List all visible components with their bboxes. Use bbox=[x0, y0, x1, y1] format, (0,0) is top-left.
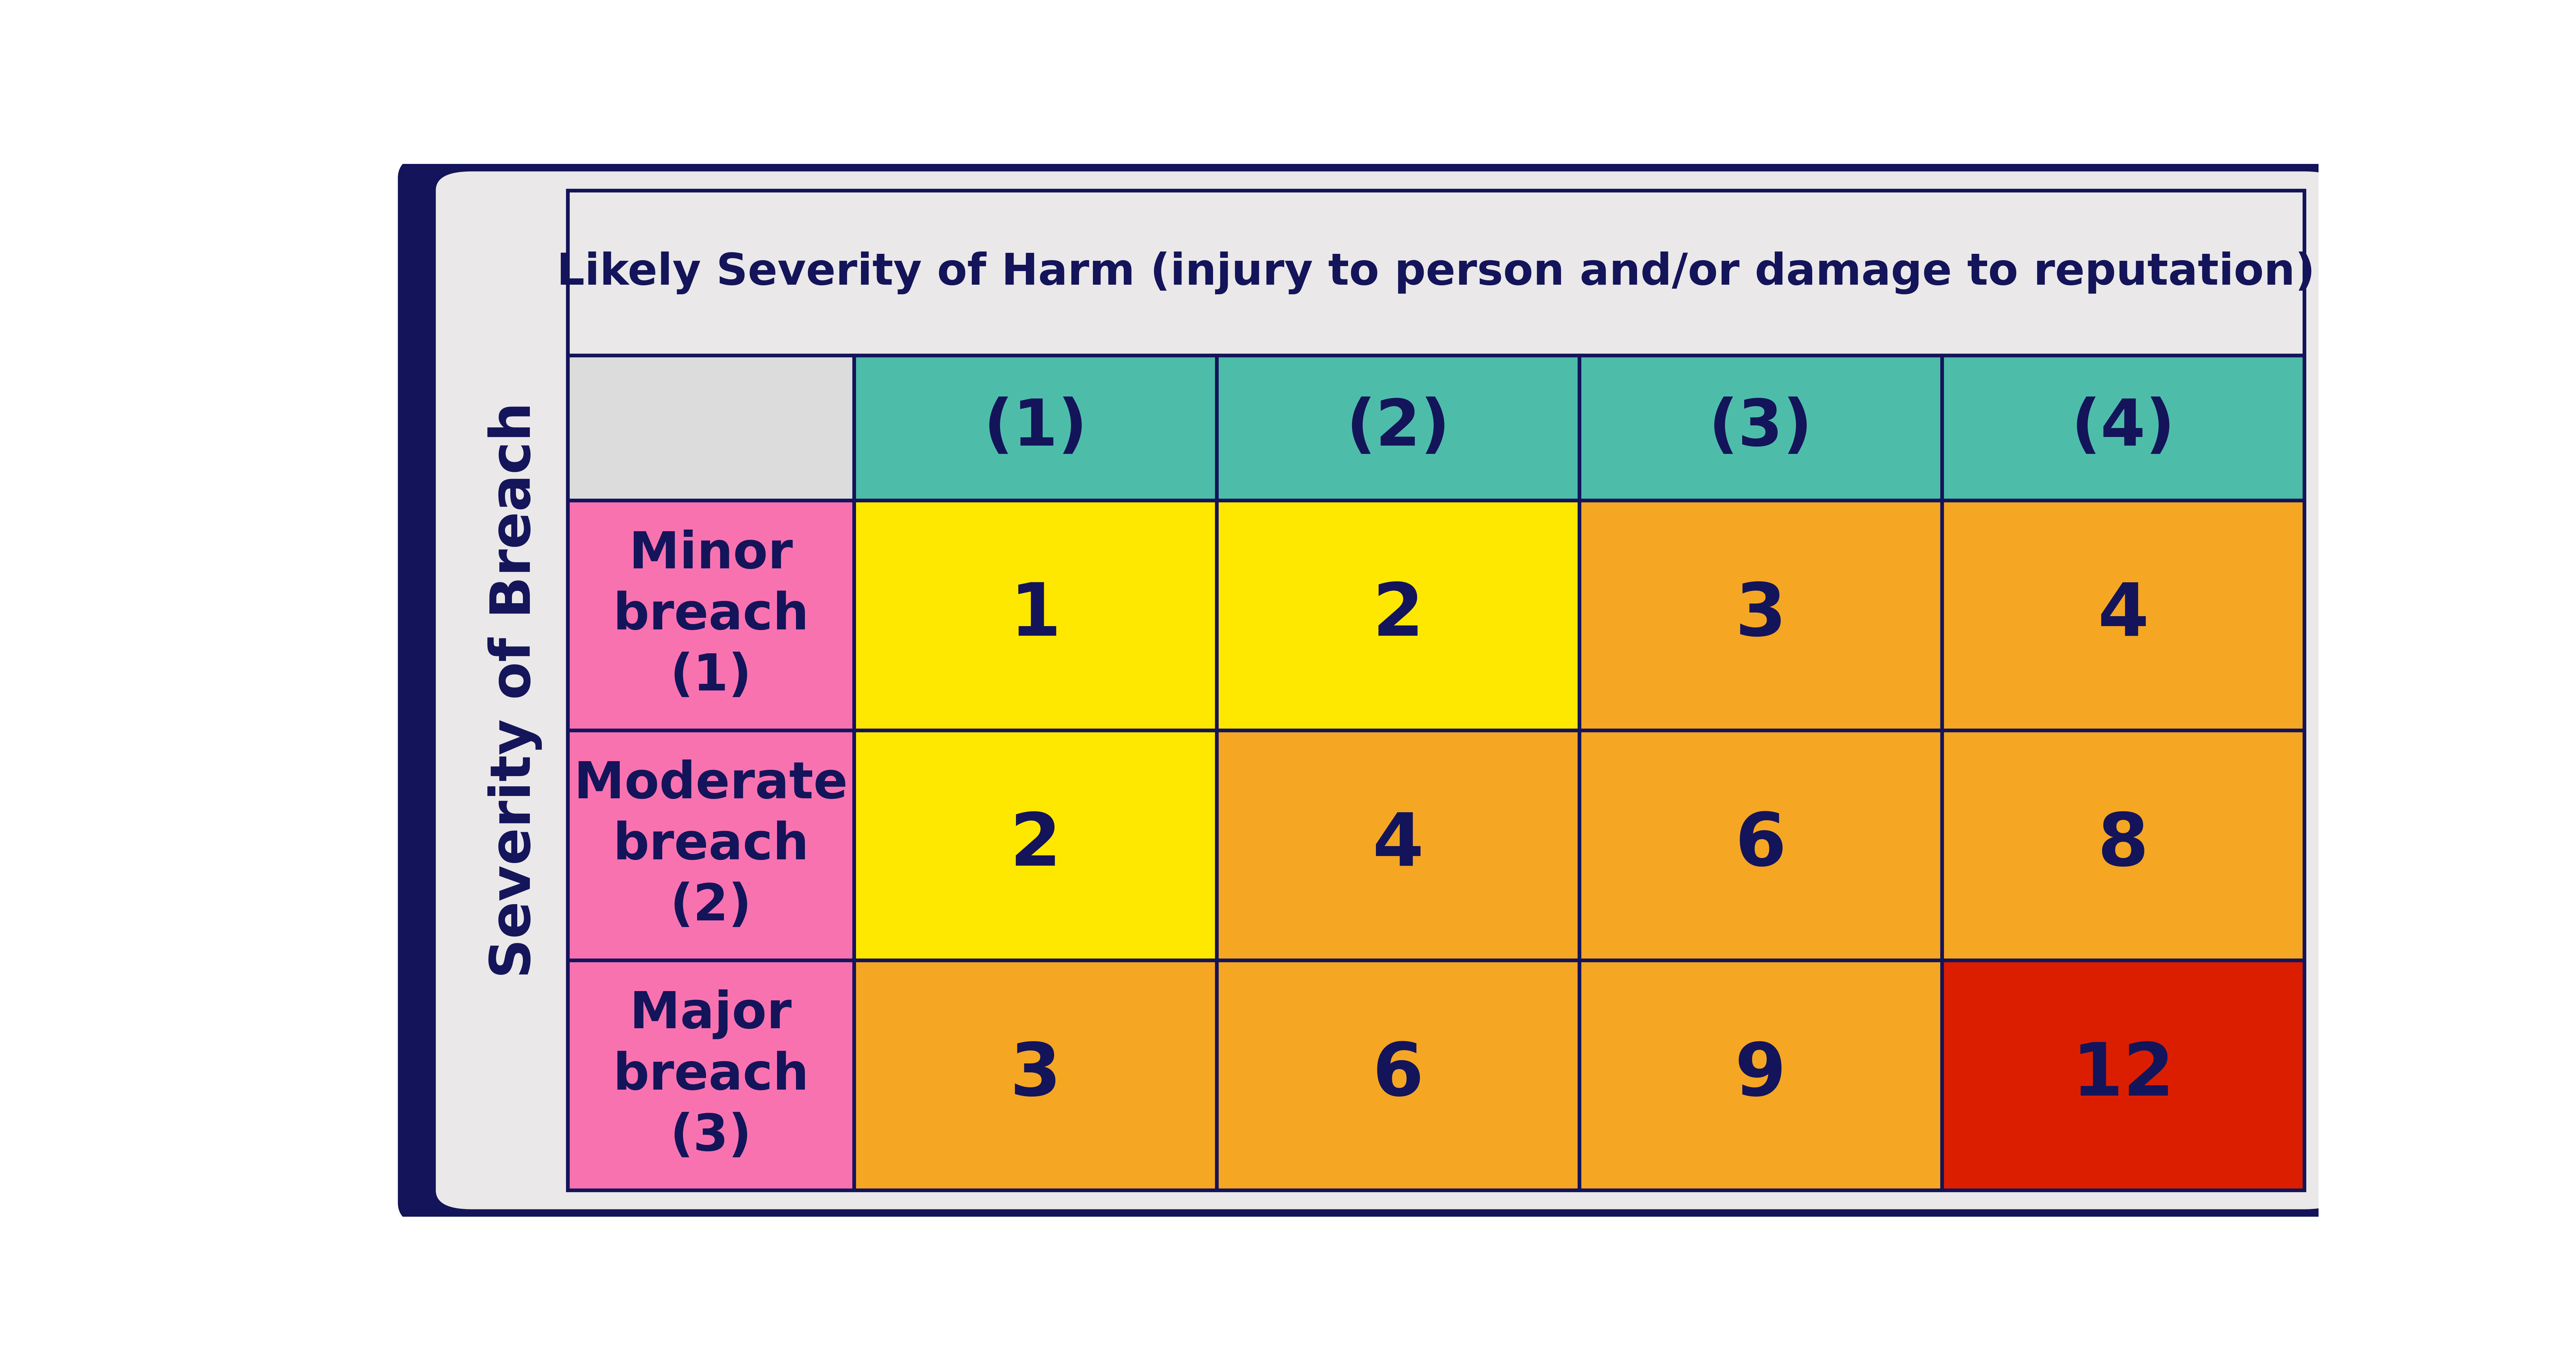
Bar bbox=[567, 190, 2306, 355]
Text: Likely Severity of Harm (injury to person and/or damage to reputation): Likely Severity of Harm (injury to perso… bbox=[556, 252, 2316, 294]
Bar bbox=[1942, 500, 2306, 730]
Bar bbox=[1216, 961, 1579, 1191]
Bar bbox=[567, 961, 855, 1191]
Bar bbox=[1579, 355, 1942, 500]
Text: 3: 3 bbox=[1734, 580, 1785, 651]
Bar bbox=[1942, 730, 2306, 961]
Bar bbox=[567, 730, 855, 961]
Bar bbox=[1216, 500, 1579, 730]
Bar bbox=[855, 961, 1216, 1191]
Text: Major
breach
(3): Major breach (3) bbox=[613, 990, 809, 1162]
Bar bbox=[855, 500, 1216, 730]
Text: 4: 4 bbox=[2097, 580, 2148, 651]
Text: 6: 6 bbox=[1373, 1040, 1425, 1111]
Text: 12: 12 bbox=[2071, 1040, 2174, 1111]
Bar bbox=[1942, 355, 2306, 500]
Text: 8: 8 bbox=[2097, 809, 2148, 880]
Bar bbox=[567, 355, 855, 500]
Bar bbox=[1216, 355, 1579, 500]
Text: 9: 9 bbox=[1734, 1040, 1785, 1111]
Bar bbox=[1579, 961, 1942, 1191]
Text: Moderate
breach
(2): Moderate breach (2) bbox=[574, 760, 848, 931]
Bar bbox=[1216, 730, 1579, 961]
Bar bbox=[567, 500, 855, 730]
Text: (3): (3) bbox=[1708, 396, 1814, 459]
Bar bbox=[855, 355, 1216, 500]
Bar bbox=[1579, 730, 1942, 961]
Text: Minor
breach
(1): Minor breach (1) bbox=[613, 529, 809, 701]
Text: 1: 1 bbox=[1010, 580, 1061, 651]
Text: (4): (4) bbox=[2071, 396, 2174, 459]
FancyBboxPatch shape bbox=[435, 171, 2342, 1210]
Text: (2): (2) bbox=[1347, 396, 1450, 459]
Bar bbox=[1579, 500, 1942, 730]
Text: 6: 6 bbox=[1734, 809, 1785, 880]
FancyBboxPatch shape bbox=[397, 152, 2378, 1229]
Text: Severity of Breach: Severity of Breach bbox=[487, 402, 541, 979]
Text: 3: 3 bbox=[1010, 1040, 1061, 1111]
Bar bbox=[855, 730, 1216, 961]
Bar bbox=[1942, 961, 2306, 1191]
Text: (1): (1) bbox=[984, 396, 1087, 459]
Text: 4: 4 bbox=[1373, 809, 1425, 880]
Text: 2: 2 bbox=[1373, 580, 1425, 651]
Text: 2: 2 bbox=[1010, 809, 1061, 880]
